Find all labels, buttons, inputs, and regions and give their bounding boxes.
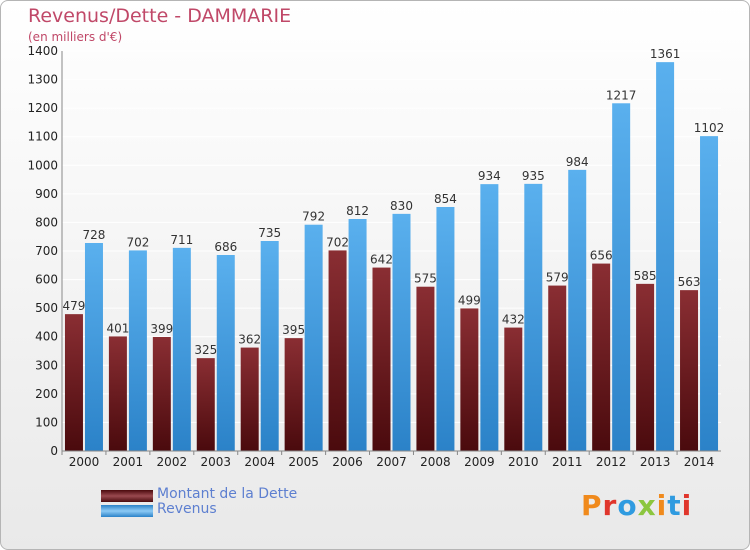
bar-revenus bbox=[612, 103, 631, 452]
bar-revenus bbox=[392, 213, 411, 451]
value-label-dette: 579 bbox=[546, 271, 569, 285]
y-tick-label: 500 bbox=[35, 301, 58, 315]
bar-revenus bbox=[128, 250, 147, 451]
y-tick-label: 300 bbox=[35, 358, 58, 372]
bar-revenus bbox=[656, 62, 675, 452]
bar-dette bbox=[548, 285, 567, 451]
value-label-dette: 399 bbox=[150, 322, 173, 336]
bar-revenus bbox=[568, 169, 587, 451]
y-tick-label: 1100 bbox=[27, 130, 58, 144]
bar-revenus bbox=[700, 136, 719, 451]
y-tick-label: 200 bbox=[35, 387, 58, 401]
y-tick-label: 900 bbox=[35, 187, 58, 201]
chart-title: Revenus/Dette - DAMMARIE bbox=[28, 5, 292, 27]
y-tick-label: 1000 bbox=[27, 158, 58, 172]
chart-subtitle: (en milliers d'€) bbox=[28, 30, 123, 44]
value-label-dette: 401 bbox=[106, 321, 129, 335]
y-tick-label: 700 bbox=[35, 244, 58, 258]
value-label-dette: 585 bbox=[634, 269, 657, 283]
bar-dette bbox=[460, 308, 479, 451]
value-label-revenus: 854 bbox=[434, 192, 457, 206]
legend-label-revenus: Revenus bbox=[157, 501, 217, 517]
x-tick-label: 2014 bbox=[684, 455, 715, 469]
legend-swatch-dette bbox=[101, 490, 153, 502]
value-label-dette: 642 bbox=[370, 253, 393, 267]
x-tick-label: 2013 bbox=[640, 455, 671, 469]
legend-swatch-revenus bbox=[101, 505, 153, 517]
x-tick-label: 2010 bbox=[508, 455, 539, 469]
y-tick-label: 400 bbox=[35, 330, 58, 344]
bar-dette bbox=[64, 314, 83, 451]
value-label-dette: 575 bbox=[414, 272, 437, 286]
value-label-revenus: 984 bbox=[566, 155, 589, 169]
bar-dette bbox=[240, 347, 259, 451]
y-tick-label: 100 bbox=[35, 415, 58, 429]
value-label-dette: 563 bbox=[678, 275, 701, 289]
value-label-revenus: 735 bbox=[258, 226, 281, 240]
value-label-revenus: 686 bbox=[214, 240, 237, 254]
value-label-dette: 432 bbox=[502, 313, 525, 327]
bar-dette bbox=[416, 286, 435, 451]
value-label-dette: 362 bbox=[238, 333, 261, 347]
value-label-dette: 325 bbox=[194, 343, 217, 357]
legend-label-dette: Montant de la Dette bbox=[157, 486, 298, 502]
value-label-revenus: 812 bbox=[346, 204, 369, 218]
bar-revenus bbox=[348, 219, 367, 451]
value-label-revenus: 792 bbox=[302, 210, 325, 224]
x-tick-label: 2006 bbox=[332, 455, 363, 469]
x-tick-label: 2009 bbox=[464, 455, 495, 469]
value-label-revenus: 702 bbox=[126, 235, 149, 249]
x-tick-label: 2004 bbox=[244, 455, 275, 469]
bar-dette bbox=[680, 290, 699, 451]
bar-revenus bbox=[172, 247, 191, 451]
bar-revenus bbox=[84, 243, 103, 451]
y-tick-label: 1400 bbox=[27, 44, 58, 58]
x-tick-label: 2003 bbox=[200, 455, 231, 469]
x-tick-label: 2000 bbox=[69, 455, 100, 469]
bar-dette bbox=[108, 336, 127, 451]
value-label-dette: 395 bbox=[282, 323, 305, 337]
value-label-revenus: 935 bbox=[522, 169, 545, 183]
value-label-revenus: 1217 bbox=[606, 88, 637, 102]
value-label-revenus: 711 bbox=[170, 233, 193, 247]
value-label-revenus: 1361 bbox=[650, 47, 681, 61]
bar-dette bbox=[196, 358, 215, 451]
value-label-revenus: 1102 bbox=[694, 121, 725, 135]
y-tick-label: 0 bbox=[50, 444, 58, 458]
bar-revenus bbox=[436, 207, 455, 451]
bar-dette bbox=[636, 283, 655, 451]
bar-dette bbox=[284, 338, 303, 451]
y-tick-label: 1200 bbox=[27, 101, 58, 115]
bar-revenus bbox=[524, 183, 543, 451]
x-tick-label: 2001 bbox=[113, 455, 144, 469]
value-label-dette: 702 bbox=[326, 235, 349, 249]
value-label-revenus: 934 bbox=[478, 169, 501, 183]
bar-dette bbox=[152, 337, 171, 451]
value-label-dette: 479 bbox=[63, 299, 86, 313]
y-tick-label: 600 bbox=[35, 273, 58, 287]
bar-dette bbox=[328, 250, 347, 451]
value-label-dette: 499 bbox=[458, 293, 481, 307]
value-label-dette: 656 bbox=[590, 249, 613, 263]
y-tick-label: 800 bbox=[35, 215, 58, 229]
x-tick-label: 2008 bbox=[420, 455, 451, 469]
x-tick-label: 2012 bbox=[596, 455, 627, 469]
bar-dette bbox=[592, 263, 611, 451]
x-tick-label: 2011 bbox=[552, 455, 583, 469]
value-label-revenus: 728 bbox=[83, 228, 106, 242]
bar-revenus bbox=[480, 184, 499, 451]
x-tick-label: 2002 bbox=[157, 455, 188, 469]
bar-revenus bbox=[260, 241, 279, 451]
bar-dette bbox=[504, 327, 523, 451]
y-tick-label: 1300 bbox=[27, 73, 58, 87]
x-tick-label: 2005 bbox=[288, 455, 319, 469]
bar-revenus bbox=[216, 255, 235, 451]
bar-revenus bbox=[304, 224, 323, 451]
proxiti-logo: Proxiti bbox=[581, 489, 693, 522]
x-tick-label: 2007 bbox=[376, 455, 407, 469]
value-label-revenus: 830 bbox=[390, 199, 413, 213]
bar-dette bbox=[372, 267, 391, 451]
